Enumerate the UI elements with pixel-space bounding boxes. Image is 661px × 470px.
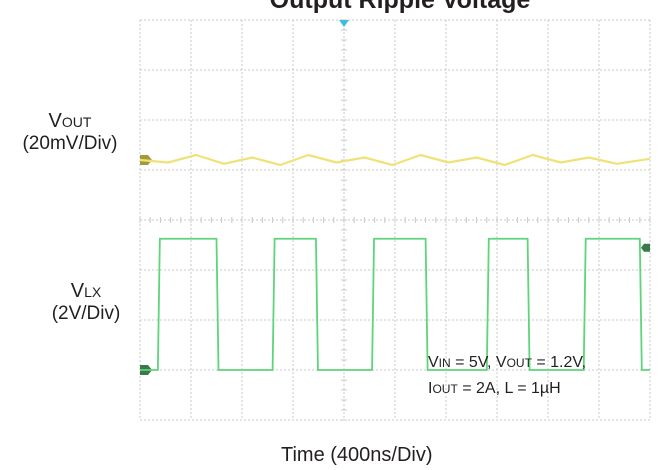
cond-vout-sub: OUT — [506, 356, 532, 370]
cond-iout-sub: OUT — [432, 382, 458, 396]
vout-channel-label: VOUT (20mV/Div) — [4, 110, 136, 155]
cond-vin-value: = 5V, — [450, 354, 496, 371]
cond-iout-symbol: I — [428, 380, 433, 397]
cond-vout-symbol: V — [495, 354, 507, 371]
vout-trace — [139, 153, 651, 167]
vout-label-sub: OUT — [61, 114, 92, 130]
vout-scale-label: (20mV/Div) — [22, 133, 118, 154]
vlx-trace — [140, 237, 650, 371]
test-conditions: VIN = 5V, VOUT = 1.2V, IOUT = 2A, L = 1µ… — [428, 350, 586, 402]
chart-title: Output Ripple Voltage — [269, 0, 531, 14]
conditions-line-1: VIN = 5V, VOUT = 1.2V, — [428, 350, 586, 376]
scope-grid — [139, 19, 651, 421]
cond-iout-value: = 2A, L = 1µH — [457, 380, 561, 397]
cond-vout-value: = 1.2V, — [531, 354, 587, 371]
conditions-line-2: IOUT = 2A, L = 1µH — [428, 376, 586, 402]
vout-label-main: V — [48, 110, 62, 132]
vlx-channel-label: VLX (2V/Div) — [36, 280, 136, 325]
vlx-label-main: V — [70, 280, 85, 302]
trigger-level-marker — [641, 243, 650, 252]
scope-traces — [139, 153, 651, 371]
vlx-label-sub: LX — [84, 284, 102, 300]
x-axis-label: Time (400ns/Div) — [281, 444, 433, 466]
cond-vin-symbol: V — [428, 354, 439, 371]
trigger-position-marker — [339, 20, 349, 27]
vlx-scale-label: (2V/Div) — [51, 303, 121, 324]
cond-vin-sub: IN — [438, 356, 451, 370]
